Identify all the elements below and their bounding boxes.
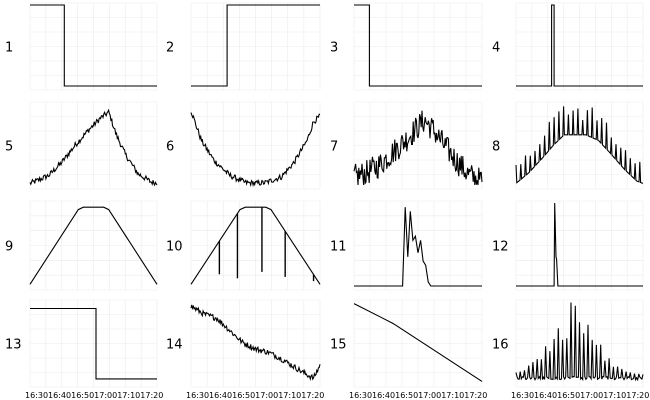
panel-grid-lines (190, 101, 321, 190)
panel-grid-lines (190, 2, 321, 91)
panel-grid-lines (515, 200, 644, 291)
panel-grid-lines (353, 200, 483, 291)
panel-10: 10 (166, 200, 321, 291)
panel-grid-lines (353, 101, 483, 190)
series-line (516, 202, 643, 287)
panel-label: 9 (5, 240, 13, 255)
panel-13: 13 16:3016:4016:5017:0017:1017:20 (5, 299, 163, 400)
panel-12: 12 (492, 200, 644, 291)
panel-15: 15 16:3016:4016:5017:0017:1017:20 (330, 299, 487, 400)
panel-grid-lines (29, 200, 158, 291)
panel-label: 2 (166, 41, 174, 56)
panel-grid: 1 2 3 45 6 7 89 10 11 121316:3016:4016:5017:0017:… (5, 2, 649, 400)
panel-label: 16 (492, 338, 509, 353)
panel-label: 8 (492, 140, 500, 155)
panel-label: 1 (5, 41, 13, 56)
panel-label: 3 (330, 41, 338, 56)
series-line (516, 4, 643, 87)
panel-label: 15 (330, 338, 347, 353)
panel-label: 12 (492, 240, 509, 255)
series-line (354, 207, 482, 287)
panel-6: 6 (166, 101, 321, 190)
series-line (353, 303, 483, 382)
panel-grid-lines (515, 101, 644, 190)
series-line (190, 112, 321, 188)
panel-grid-lines (515, 2, 644, 91)
panel-label: 6 (166, 140, 174, 155)
panel-9: 9 (5, 200, 158, 291)
panel-2: 2 (166, 2, 321, 91)
x-tick-labels: 16:3016:4016:5017:0017:1017:20 (349, 391, 487, 400)
panel-5: 5 (5, 101, 158, 190)
panel-grid-lines (353, 2, 483, 91)
series-line (354, 4, 482, 87)
panel-label: 14 (166, 338, 183, 353)
panel-label: 10 (166, 240, 183, 255)
panel-8: 8 (492, 101, 644, 190)
panel-11: 11 (330, 200, 483, 291)
series-line (515, 106, 644, 184)
panel-3: 3 (330, 2, 483, 91)
series-line (190, 304, 321, 382)
panel-4: 4 (492, 2, 644, 91)
series-line (29, 108, 158, 187)
panel-label: 13 (5, 338, 22, 353)
series-line (30, 307, 157, 380)
panel-grid-lines (190, 200, 321, 291)
panel-14: 14 16:3016:4016:5017:0017:1017:20 (166, 299, 324, 400)
panel-grid-lines (29, 299, 158, 388)
x-tick-labels: 16:3016:4016:5017:0017:1017:20 (186, 391, 324, 400)
x-tick-labels: 16:3016:4016:5017:0017:1017:20 (25, 391, 163, 400)
x-tick-labels: 16:3016:4016:5017:0017:1017:20 (511, 391, 649, 400)
panel-label: 11 (330, 240, 347, 255)
panel-7: 7 (330, 101, 483, 190)
panel-label: 4 (492, 41, 500, 56)
panel-grid-lines (29, 2, 158, 91)
panel-16: 16 16:3016:4016:5017:0017:1017:20 (492, 299, 649, 400)
series-line (515, 302, 644, 382)
series-line (353, 110, 483, 186)
series-line (191, 4, 320, 87)
panel-grid-lines (29, 101, 158, 190)
panel-label: 5 (5, 140, 13, 155)
panel-label: 7 (330, 140, 338, 155)
series-line (30, 4, 157, 87)
series-line (190, 206, 321, 285)
panel-1: 1 (5, 2, 158, 91)
series-line (29, 206, 158, 285)
panel-grid-lines (190, 299, 321, 388)
